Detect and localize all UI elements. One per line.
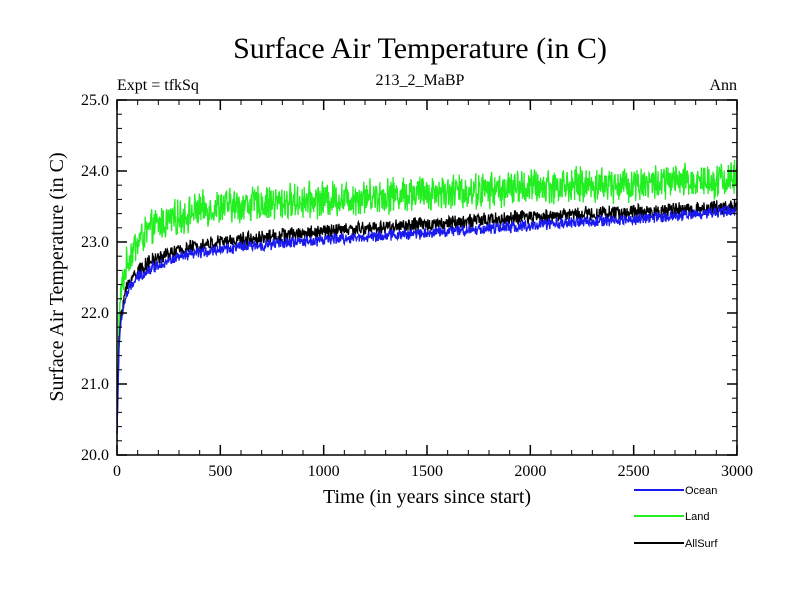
subtitle-right: Ann [709,77,737,94]
y-tick-label: 20.0 [81,447,109,464]
x-tick-label: 3000 [721,463,753,480]
legend-label-land: Land [685,511,709,523]
subtitle-left: Expt = tfkSq [117,77,199,94]
x-tick-label: 2500 [618,463,650,480]
x-tick-label: 2000 [514,463,546,480]
legend-label-allsurf: AllSurf [685,538,718,550]
x-tick-label: 500 [208,463,232,480]
legend: Ocean Land AllSurf [634,485,718,550]
x-tick-label: 1500 [411,463,443,480]
series-line-allsurf [116,199,738,435]
series-line-land [116,159,738,442]
subtitle-center: 213_2_MaBP [376,72,465,89]
y-axis-label: Surface Air Temperature (in C) [46,152,68,401]
x-tick-label: 1000 [308,463,340,480]
y-tick-label: 22.0 [81,305,109,322]
y-tick-label: 23.0 [81,234,109,251]
series-line-ocean [116,205,738,434]
series-layer [116,159,738,442]
chart-title: Surface Air Temperature (in C) [233,32,607,65]
ticks-layer: 0 500 1000 1500 2000 2500 3000 20.0 21.0 22.0 23.0… [81,92,753,480]
y-tick-label: 21.0 [81,376,109,393]
y-tick-label: 25.0 [81,92,109,109]
y-tick-label: 24.0 [81,163,109,180]
x-axis-label: Time (in years since start) [323,486,531,508]
legend-label-ocean: Ocean [685,485,717,497]
x-tick-label: 0 [113,463,121,480]
